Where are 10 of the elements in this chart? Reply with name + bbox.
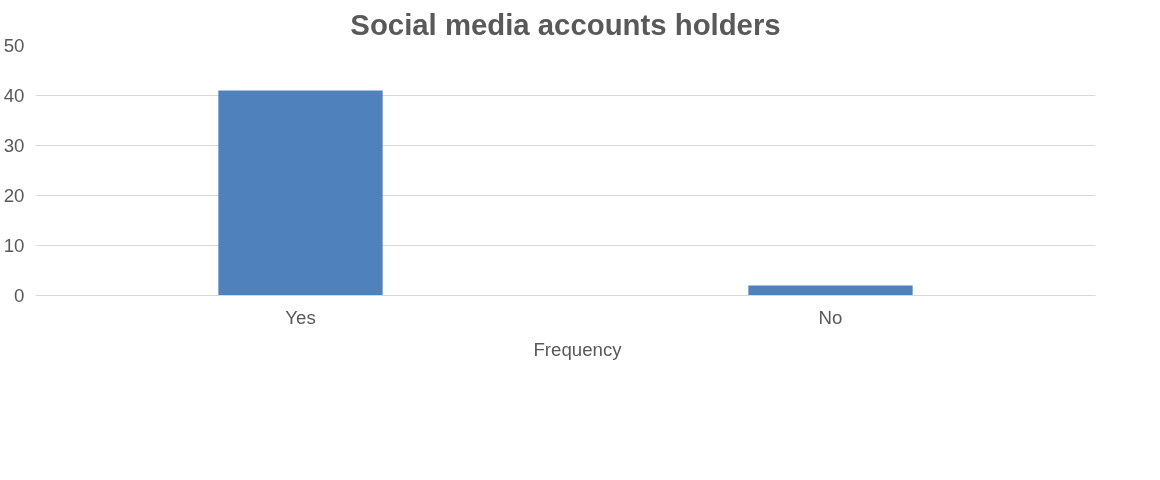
chart-title: Social media accounts holders <box>350 7 781 41</box>
y-tick-label: 20 <box>3 185 25 206</box>
y-tick-label: 40 <box>3 85 25 106</box>
x-tick-label: Yes <box>285 306 316 328</box>
x-tick-label: No <box>818 306 843 328</box>
y-tick-label: 10 <box>3 235 25 256</box>
text: Frequency <box>533 339 622 361</box>
y-tick-label: 50 <box>3 35 25 56</box>
y-tick-label: 30 <box>3 135 25 156</box>
y-tick-label: 0 <box>14 285 25 306</box>
